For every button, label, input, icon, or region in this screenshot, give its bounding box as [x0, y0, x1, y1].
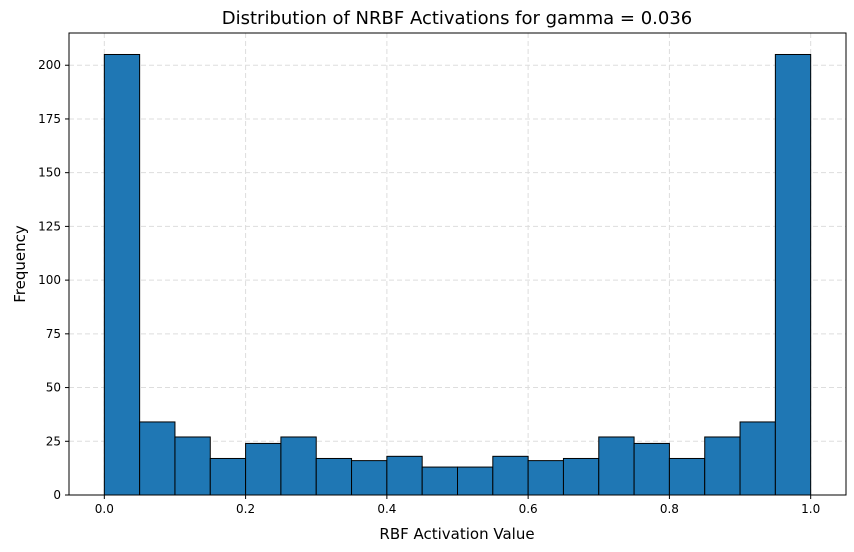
- y-tick-label: 0: [53, 488, 61, 502]
- x-tick-label: 0.8: [660, 502, 679, 516]
- x-tick-label: 0.2: [236, 502, 255, 516]
- histogram-bar: [315, 457, 353, 496]
- y-tick-label: 75: [46, 327, 61, 341]
- histogram-bar: [598, 436, 635, 496]
- histogram-bar: [386, 455, 423, 496]
- histogram-bar: [351, 460, 388, 496]
- histogram-bar: [103, 53, 141, 496]
- x-tick-label: 0.4: [377, 502, 396, 516]
- y-tick-label: 175: [38, 112, 61, 126]
- histogram-bar: [633, 442, 670, 496]
- histogram-bar: [174, 436, 211, 496]
- histogram-bar: [774, 53, 812, 496]
- histogram-bar: [527, 460, 564, 496]
- histogram-bar: [492, 455, 529, 496]
- histogram-bar: [562, 457, 600, 496]
- y-tick-label: 125: [38, 219, 61, 233]
- y-axis-label: Frequency: [11, 225, 29, 303]
- y-tick-label: 200: [38, 58, 61, 72]
- y-tick-label: 50: [46, 381, 61, 395]
- x-axis-ticks: 0.0 0.2 0.4 0.6 0.8 1.0: [95, 495, 820, 516]
- chart-title: Distribution of NRBF Activations for gam…: [222, 8, 693, 29]
- plot-frame: [68, 32, 847, 496]
- histogram-bar: [280, 436, 317, 496]
- x-tick-label: 1.0: [801, 502, 820, 516]
- y-tick-label: 25: [46, 434, 61, 448]
- x-axis-label: RBF Activation Value: [379, 525, 534, 543]
- histogram-bar: [245, 442, 282, 496]
- y-tick-label: 100: [38, 273, 61, 287]
- bars: [103, 53, 812, 496]
- histogram-bar: [668, 457, 706, 496]
- x-tick-label: 0.6: [519, 502, 538, 516]
- histogram-bar: [739, 421, 776, 496]
- y-tick-label: 150: [38, 166, 61, 180]
- histogram-bar: [457, 466, 494, 496]
- histogram-bar: [209, 457, 247, 496]
- x-tick-label: 0.0: [95, 502, 114, 516]
- histogram-bar: [139, 421, 176, 496]
- histogram-bar: [421, 466, 459, 496]
- grid-lines: [69, 33, 846, 496]
- y-axis-ticks: 0 25 50 75 100 125 150 175 200: [38, 58, 69, 502]
- histogram-bar: [704, 436, 741, 496]
